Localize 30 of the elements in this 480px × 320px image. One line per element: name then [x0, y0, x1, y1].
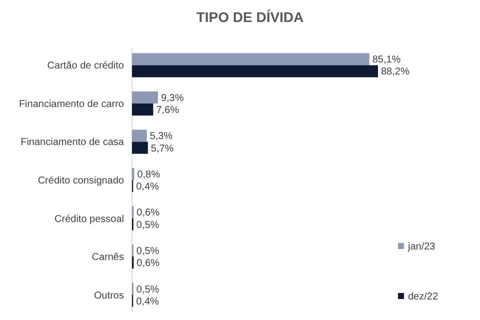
- data-label: 0,4%: [136, 182, 160, 193]
- data-label: 9,3%: [160, 92, 184, 104]
- y-tick-label: Outros: [94, 290, 124, 302]
- bar: [132, 103, 154, 116]
- bar: [132, 65, 378, 78]
- data-label: 0,5%: [136, 246, 160, 257]
- data-label: 0,6%: [136, 208, 160, 219]
- legend-label: jan/23: [407, 242, 436, 252]
- data-label: 85,1%: [372, 54, 401, 66]
- data-label: 0,5%: [136, 220, 160, 231]
- y-tick-label: Financiamento de carro: [18, 98, 124, 110]
- chart-title: TIPO DE DÍVIDA: [196, 9, 304, 25]
- legend-label: dez/22: [408, 292, 438, 302]
- data-label: 0,5%: [136, 284, 160, 296]
- y-tick-label: Crédito pessoal: [54, 214, 124, 225]
- data-label: 5,7%: [150, 143, 174, 154]
- y-tick-label: Cartão de crédito: [47, 60, 124, 72]
- bar: [132, 53, 370, 66]
- data-label: 88,2%: [381, 66, 410, 78]
- data-label: 0,4%: [136, 296, 160, 308]
- bar: [132, 130, 147, 142]
- data-label: 0,8%: [137, 169, 160, 180]
- bar: [132, 142, 148, 154]
- data-label: 0,6%: [136, 258, 160, 270]
- bar: [132, 91, 158, 104]
- y-tick-label: Carnês: [92, 252, 124, 264]
- data-label: 7,6%: [156, 105, 180, 116]
- y-tick-label: Crédito consignado: [38, 176, 124, 186]
- y-tick-label: Financiamento de casa: [20, 137, 124, 148]
- data-label: 5,3%: [150, 131, 173, 142]
